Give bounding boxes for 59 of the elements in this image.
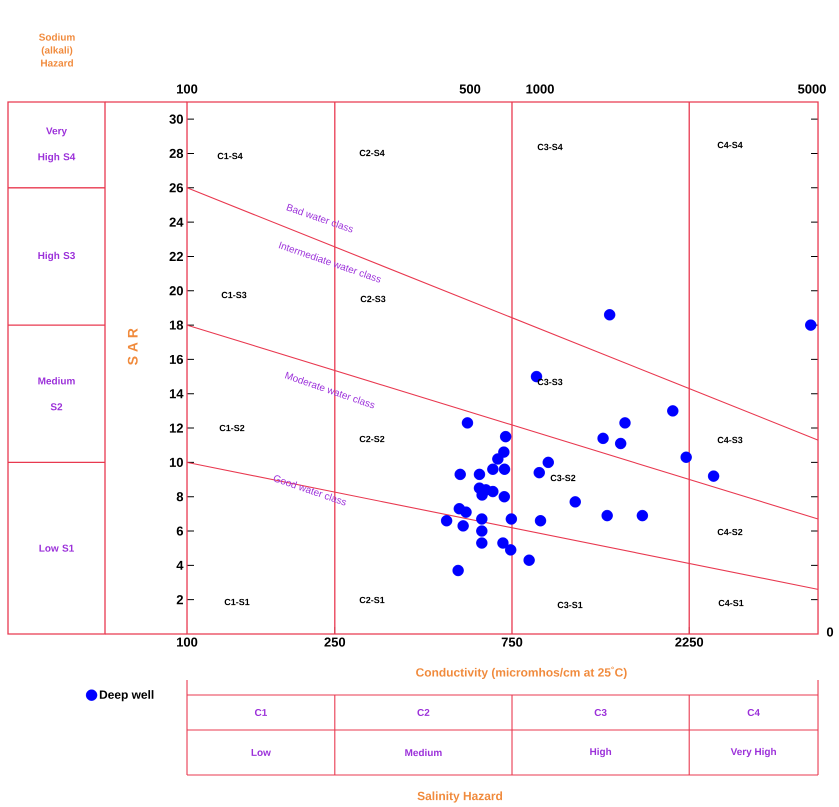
annotation: C4-S1 <box>718 600 744 606</box>
annotation: Good water class <box>274 475 346 506</box>
text: Very High <box>730 748 776 758</box>
annotation: C2-S4 <box>360 150 385 156</box>
x-axis-title: Conductivity (micromhos/cm at 25$^{°}$C) <box>416 666 627 680</box>
text: Very High S4 <box>38 127 76 162</box>
x-tick-label: 100 <box>177 638 198 647</box>
text: 0 <box>826 627 834 637</box>
text: 1000 <box>526 84 554 94</box>
annotation: C4-S2 <box>718 528 742 536</box>
text: Salinity Hazard <box>417 791 502 803</box>
y-tick-label: 16 <box>170 354 184 364</box>
y-tick-label: 12 <box>170 424 183 433</box>
y-tick-label: 30 <box>169 114 183 124</box>
text: High S3 <box>38 252 75 262</box>
annotation: C1-S4 <box>218 152 243 160</box>
x-tick-label: 750 <box>502 638 522 647</box>
annotation: C2-S2 <box>360 436 384 442</box>
y-tick-label: 6 <box>176 526 184 536</box>
annotation: C3-S2 <box>550 474 576 482</box>
text: 100 <box>177 84 198 94</box>
annotation: C4-S4 <box>718 142 743 148</box>
annotation: C3-S1 <box>558 602 582 608</box>
annotation: C3-S3 <box>538 378 562 386</box>
text: High <box>590 748 612 758</box>
annotation: Bad water class <box>286 204 353 232</box>
y-tick-label: 2 <box>176 595 183 604</box>
y-tick-label: 14 <box>170 389 184 398</box>
text: Low S1 <box>39 544 74 552</box>
text: Sodium (alkali) Hazard <box>39 33 75 67</box>
text: C2 <box>417 708 430 716</box>
y-tick-label: 18 <box>170 320 184 330</box>
legend-label: Deep well <box>100 690 154 702</box>
x-tick-label: 250 <box>324 638 346 647</box>
y-tick-label: 20 <box>170 286 183 296</box>
y-tick-label: 8 <box>176 492 184 502</box>
text: C1 <box>254 708 267 716</box>
text: 5000 <box>798 84 826 94</box>
text: Medium <box>405 748 442 756</box>
y-tick-label: 22 <box>170 252 183 261</box>
annotation: C1-S1 <box>224 598 250 606</box>
y-tick-label: 28 <box>170 148 184 158</box>
y-tick-label: 26 <box>170 183 184 192</box>
annotation: C2-S1 <box>360 596 384 604</box>
annotation: C4-S3 <box>718 436 742 444</box>
text: C3 <box>594 708 607 716</box>
y-tick-label: 24 <box>170 218 184 227</box>
y-tick-label: 10 <box>170 458 183 467</box>
annotation: C1-S3 <box>222 292 246 298</box>
y-tick-label: 4 <box>176 560 184 570</box>
annotation: C2-S3 <box>360 296 386 302</box>
text: Medium S2 <box>38 377 75 410</box>
annotation: C1-S2 <box>220 424 244 432</box>
y-axis-title: S A R <box>128 328 138 365</box>
x-tick-label: 2250 <box>675 638 704 647</box>
text: C4 <box>748 708 760 716</box>
text: 500 <box>460 84 480 94</box>
text: Low <box>252 749 271 756</box>
annotation: C3-S4 <box>538 144 563 150</box>
